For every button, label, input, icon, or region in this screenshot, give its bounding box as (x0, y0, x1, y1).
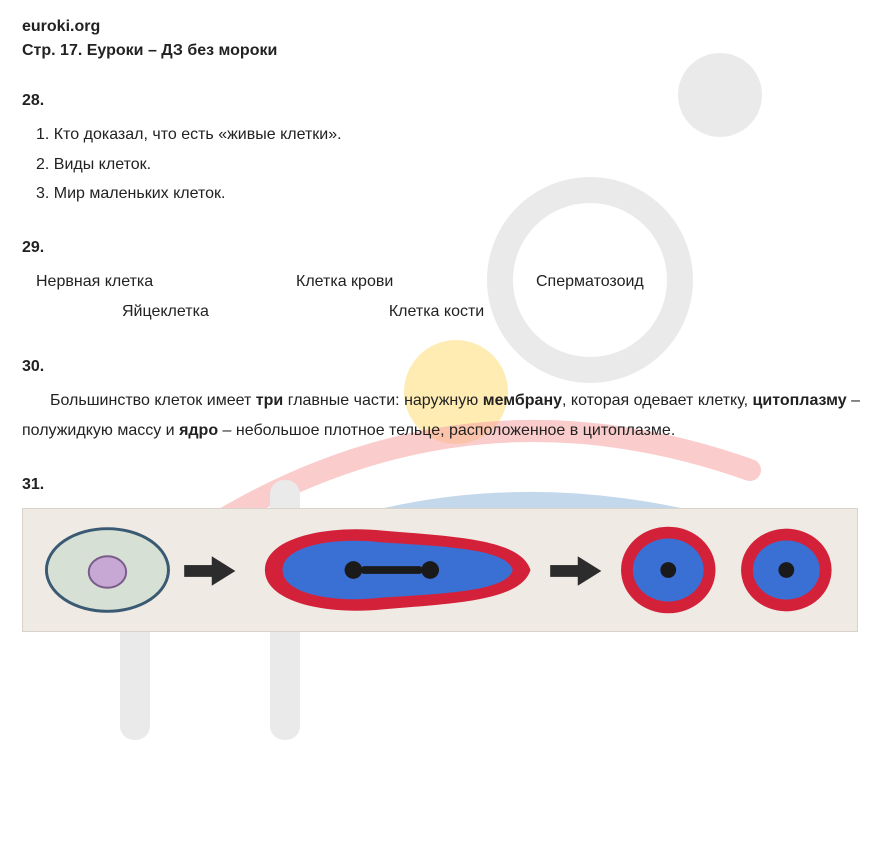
cell-types-row2: Яйцеклетка Клетка кости (122, 297, 860, 327)
paragraph-30: Большинство клеток имеет три главные час… (22, 386, 860, 447)
cell-type: Нервная клетка (36, 267, 216, 297)
cell-stage-3a (621, 527, 715, 614)
page-content: euroki.org Стр. 17. Еуроки – ДЗ без моро… (22, 18, 860, 632)
question-30: 30. Большинство клеток имеет три главные… (22, 358, 860, 447)
bold-text: мембрану (483, 392, 562, 409)
text: – небольшое плотное тельце, расположенно… (218, 422, 675, 439)
site-url: euroki.org (22, 18, 860, 36)
question-number: 30. (22, 358, 860, 376)
list-item: 3. Мир маленьких клеток. (36, 179, 860, 209)
text: Большинство клеток имеет (50, 392, 256, 409)
question-29: 29. Нервная клетка Клетка крови Спермато… (22, 239, 860, 328)
question-number: 31. (22, 476, 860, 494)
arrow-icon (550, 557, 601, 587)
arrow-icon (184, 557, 235, 587)
cell-type: Яйцеклетка (122, 297, 209, 327)
question-number: 29. (22, 239, 860, 257)
list-item: 1. Кто доказал, что есть «живые клетки». (36, 120, 860, 150)
bold-text: цитоплазму (753, 392, 847, 409)
question-31: 31. (22, 476, 860, 632)
question-number: 28. (22, 92, 860, 110)
question-28: 28. 1. Кто доказал, что есть «живые клет… (22, 92, 860, 209)
cell-type: Клетка крови (296, 267, 456, 297)
text: главные части: наружную (283, 392, 483, 409)
cell-type: Сперматозоид (536, 267, 716, 297)
cell-stage-2 (265, 530, 531, 611)
list-item: 2. Виды клеток. (36, 150, 860, 180)
text: , которая одевает клетку, (562, 392, 753, 409)
list-28: 1. Кто доказал, что есть «живые клетки».… (36, 120, 860, 209)
bold-text: ядро (179, 422, 218, 439)
cell-stage-1 (46, 529, 168, 612)
cell-types-row1: Нервная клетка Клетка крови Сперматозоид (36, 267, 860, 297)
page-title: Стр. 17. Еуроки – ДЗ без мороки (22, 42, 860, 60)
bold-text: три (256, 392, 283, 409)
cell-stage-3b (741, 529, 832, 612)
cell-type: Клетка кости (389, 297, 484, 327)
cell-division-figure (22, 508, 858, 632)
